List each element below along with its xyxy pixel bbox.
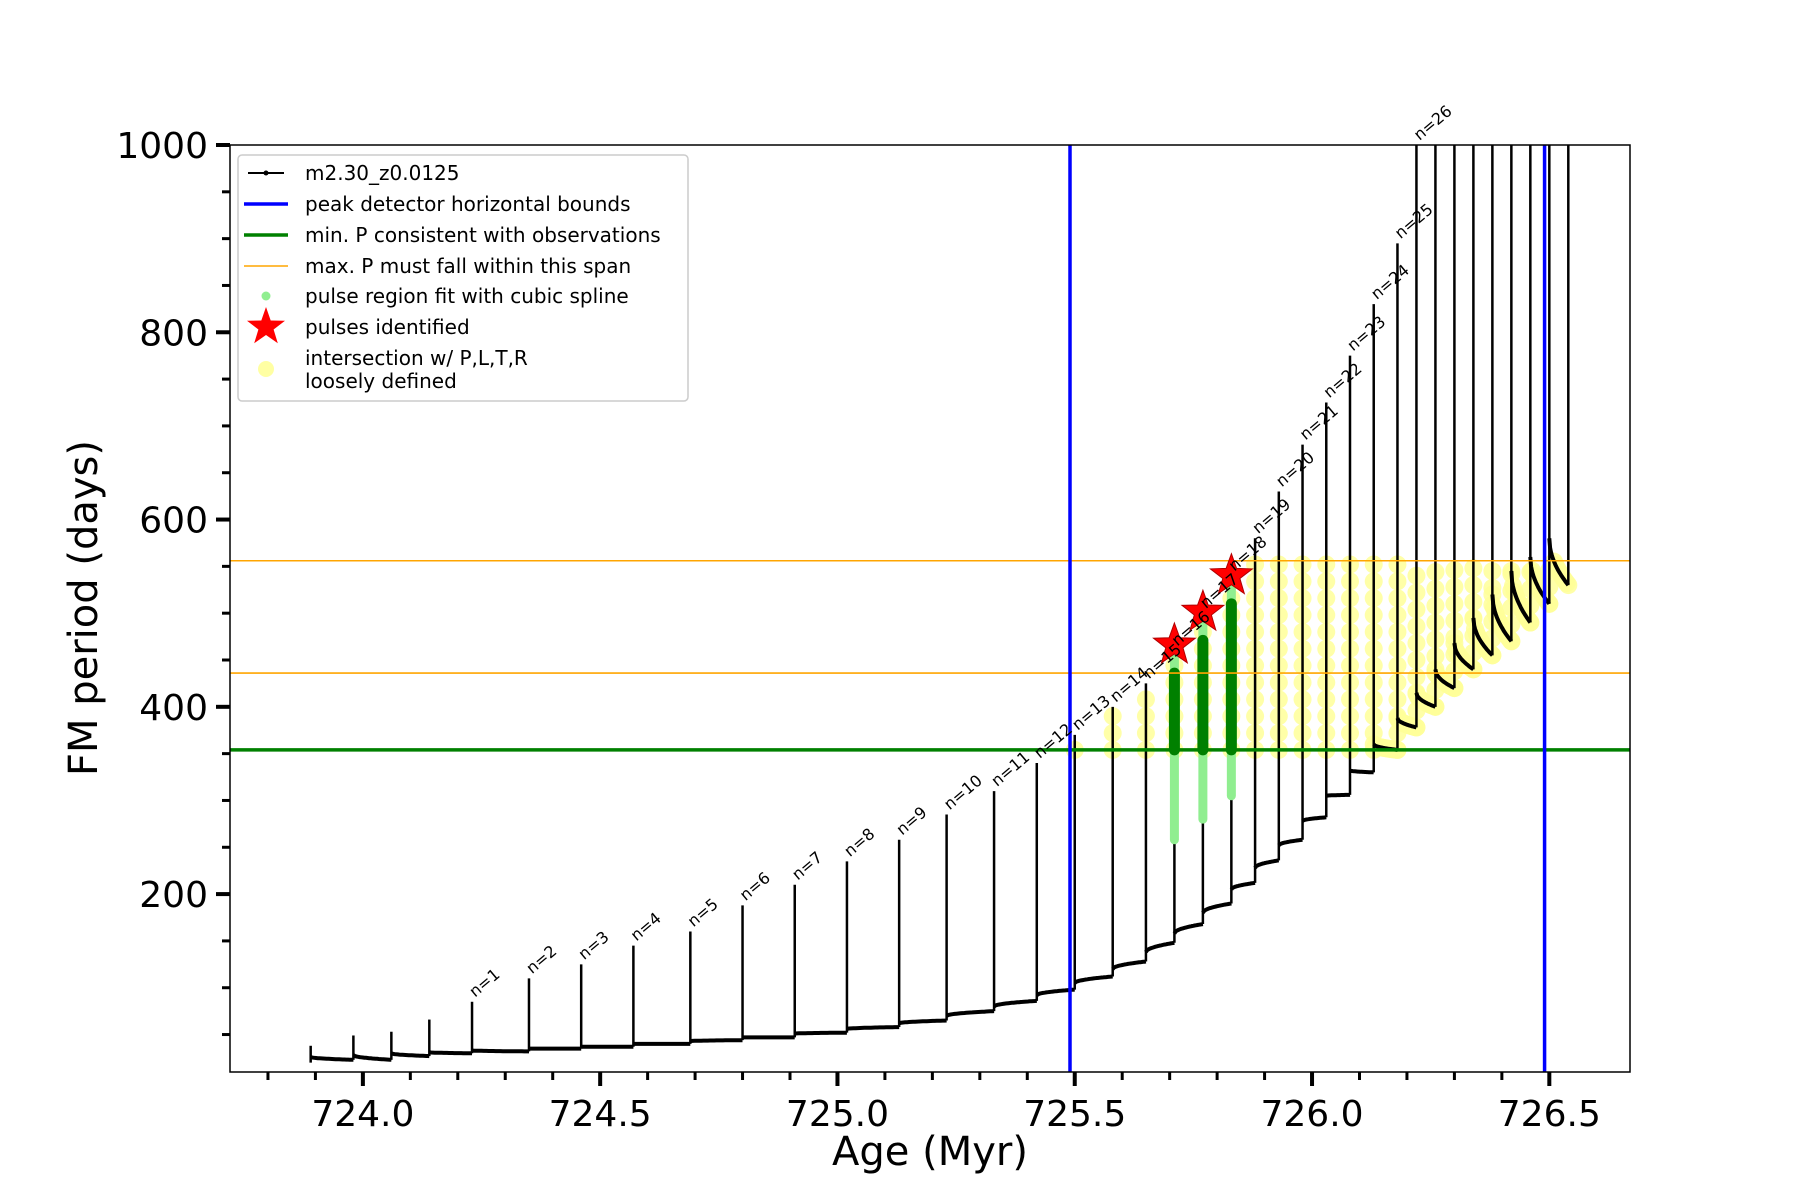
x-tick-label: 726.0 (1261, 1094, 1364, 1135)
growth-segment (1490, 594, 1513, 643)
plot-layer (230, 145, 1630, 1072)
growth-segment (1172, 922, 1204, 935)
plot-frame (229, 144, 1631, 1073)
growth-segment (1414, 692, 1437, 709)
growth-segment (1111, 959, 1147, 971)
growth-segment (1253, 858, 1279, 869)
growth-segment (1471, 617, 1494, 657)
legend-label: max. P must fall within this span (305, 254, 631, 278)
y-tick-label: 600 (139, 501, 208, 542)
growth-segment (992, 998, 1038, 1009)
growth-segment (1509, 570, 1532, 624)
legend-model-dot (263, 170, 269, 176)
x-tick-label: 725.5 (1023, 1094, 1126, 1135)
x-axis-label: Age (Myr) (832, 1129, 1028, 1175)
x-tick-label: 725.0 (786, 1094, 889, 1135)
growth-segment (1433, 668, 1456, 690)
y-tick-label: 800 (139, 313, 208, 354)
y-axis-label: FM period (days) (61, 440, 107, 776)
spline-regions (1168, 571, 1237, 845)
growth-segment (1301, 815, 1327, 823)
growth-segment (1073, 974, 1113, 985)
pulse-star (1208, 552, 1254, 595)
legend-label: intersection w/ P,L,T,R loosely defined (305, 346, 528, 393)
growth-segment (310, 1055, 354, 1062)
y-tick-label: 200 (139, 875, 208, 916)
growth-segment (390, 1051, 430, 1059)
legend-label: pulse region fit with cubic spline (305, 284, 629, 308)
growth-segment (690, 1038, 743, 1044)
growth-segment (794, 1030, 847, 1036)
legend-spline-swatch (261, 291, 271, 301)
growth-segment (1547, 538, 1570, 587)
growth-segment (945, 1009, 995, 1018)
legend-label: pulses identified (305, 315, 470, 339)
pulse-number-label: n=26 (1410, 101, 1456, 144)
growth-segment (1201, 901, 1232, 914)
pulse-star (1180, 588, 1226, 632)
growth-segment (898, 1018, 947, 1026)
legend-intersect-swatch (258, 361, 274, 377)
growth-segment (1452, 642, 1475, 672)
legend-label: m2.30_z0.0125 (305, 161, 460, 185)
x-tick-label: 724.5 (549, 1094, 652, 1135)
growth-segment (1349, 768, 1374, 775)
legend-star-swatch (247, 307, 285, 344)
growth-segment (846, 1025, 900, 1031)
x-tick-label: 724.0 (311, 1094, 414, 1135)
axes: 724.0 724.5 725.0 725.5 726.0 726.5 200 400 600 8… (116, 126, 1600, 1135)
growth-segment (1277, 837, 1303, 847)
legend-label: min. P consistent with observations (305, 223, 661, 247)
growth-segment (471, 1048, 529, 1054)
growth-segment (352, 1053, 392, 1062)
growth-segment (1229, 880, 1256, 891)
growth-segment (1144, 940, 1175, 954)
x-tick-label: 726.5 (1498, 1094, 1601, 1135)
y-tick-label: 400 (139, 688, 208, 729)
y-tick-label: 1000 (116, 126, 208, 167)
growth-segment (1325, 792, 1351, 798)
growth-segment (429, 1050, 472, 1056)
legend-label: peak detector horizontal bounds (305, 192, 631, 216)
pulse-star (1152, 621, 1197, 664)
legend-frame (237, 154, 689, 402)
growth-segment (1395, 717, 1417, 730)
